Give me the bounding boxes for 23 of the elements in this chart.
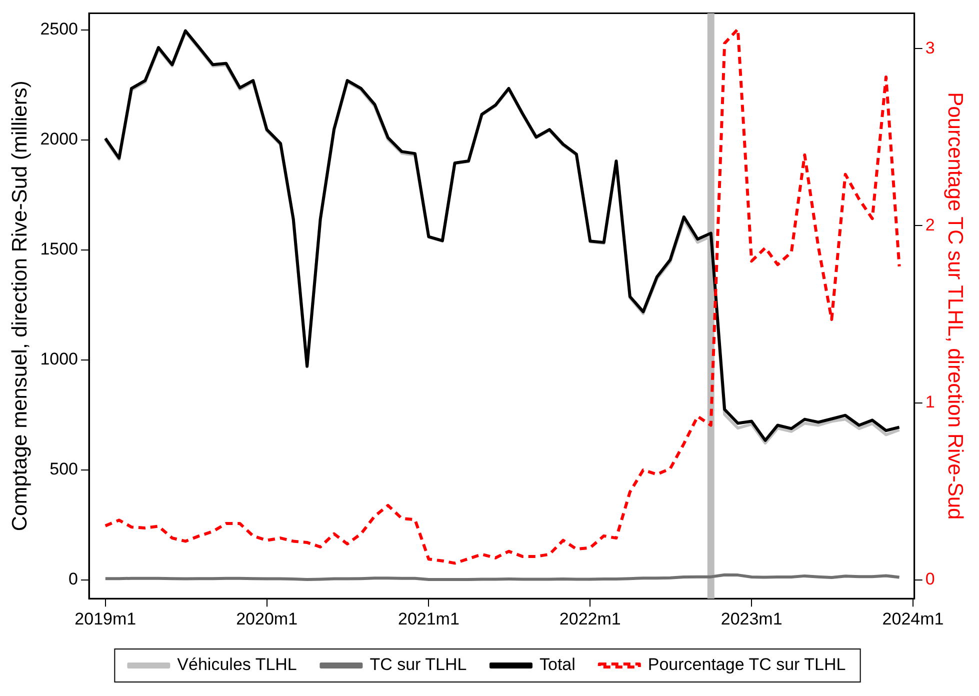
x-tick-label: 2023m1 <box>720 609 782 628</box>
legend-label: Pourcentage TC sur TLHL <box>648 655 846 674</box>
legend-label: TC sur TLHL <box>370 655 467 674</box>
y-tick-label: 1000 <box>40 350 78 369</box>
legend-label: Total <box>539 655 576 674</box>
x-tick-label: 2019m1 <box>74 609 136 628</box>
y2-axis-title: Pourcentage TC sur TLHL, direction Rive-Sud <box>944 92 967 520</box>
y2-tick-label: 2 <box>925 215 935 234</box>
y-tick-label: 1500 <box>40 240 78 259</box>
x-tick-label: 2024m1 <box>882 609 944 628</box>
y-tick-label: 2500 <box>40 20 78 39</box>
y-tick-label: 2000 <box>40 130 78 149</box>
y-tick-label: 0 <box>68 570 78 589</box>
x-tick-label: 2020m1 <box>236 609 298 628</box>
x-tick-label: 2022m1 <box>559 609 621 628</box>
line-series <box>104 28 901 565</box>
legend-label: Véhicules TLHL <box>177 655 297 674</box>
y-tick-label: 500 <box>50 460 78 479</box>
x-tick-label: 2021m1 <box>398 609 460 628</box>
y2-tick-label: 1 <box>925 392 935 412</box>
y2-tick-label: 3 <box>925 38 935 58</box>
y-axis-title: Comptage mensuel, direction Rive-Sud (milliers) <box>8 80 32 532</box>
y2-tick-label: 0 <box>925 570 935 589</box>
